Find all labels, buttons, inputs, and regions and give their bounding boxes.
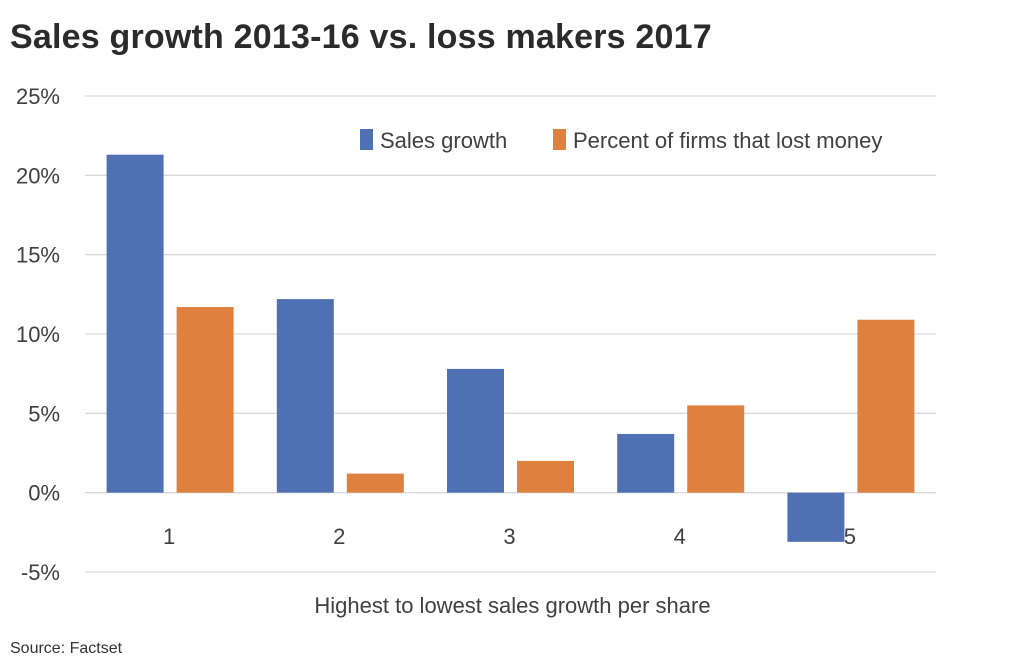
x-axis-categories: 1 2 3 4 5 (163, 524, 856, 549)
legend-label-loss-makers: Percent of firms that lost money (573, 128, 882, 153)
y-tick-label: 15% (16, 243, 60, 268)
legend-label-sales-growth: Sales growth (380, 128, 507, 153)
y-tick-label: 0% (28, 481, 60, 506)
bars (106, 154, 915, 542)
x-category-label: 3 (503, 524, 515, 549)
bar-loss-makers-1 (176, 307, 234, 493)
y-tick-label: 20% (16, 163, 60, 188)
y-tick-label: 25% (16, 84, 60, 109)
bar-sales-growth-5 (787, 492, 845, 542)
x-category-label: 1 (163, 524, 175, 549)
bar-sales-growth-2 (276, 299, 334, 493)
bar-sales-growth-1 (106, 154, 164, 493)
x-axis-label: Highest to lowest sales growth per share (314, 593, 710, 618)
x-category-label: 5 (844, 524, 856, 549)
bar-loss-makers-4 (687, 405, 745, 493)
source-note: Source: Factset (10, 640, 123, 657)
bar-sales-growth-4 (617, 433, 675, 493)
bar-loss-makers-2 (346, 473, 404, 493)
y-tick-label: 10% (16, 322, 60, 347)
bar-sales-growth-3 (447, 368, 504, 493)
bar-loss-makers-3 (517, 460, 574, 493)
y-tick-label: 5% (28, 401, 60, 426)
x-category-label: 2 (333, 524, 345, 549)
legend-swatch-sales-growth (360, 129, 373, 150)
y-axis-ticks: -5% 0% 5% 10% 15% 20% 25% (16, 84, 60, 585)
legend: Sales growth Percent of firms that lost m… (360, 128, 882, 153)
legend-swatch-loss-makers (553, 129, 566, 150)
chart-title: Sales growth 2013-16 vs. loss makers 201… (10, 18, 712, 56)
bar-loss-makers-5 (857, 319, 915, 493)
y-tick-label: -5% (21, 560, 60, 585)
x-category-label: 4 (674, 524, 686, 549)
